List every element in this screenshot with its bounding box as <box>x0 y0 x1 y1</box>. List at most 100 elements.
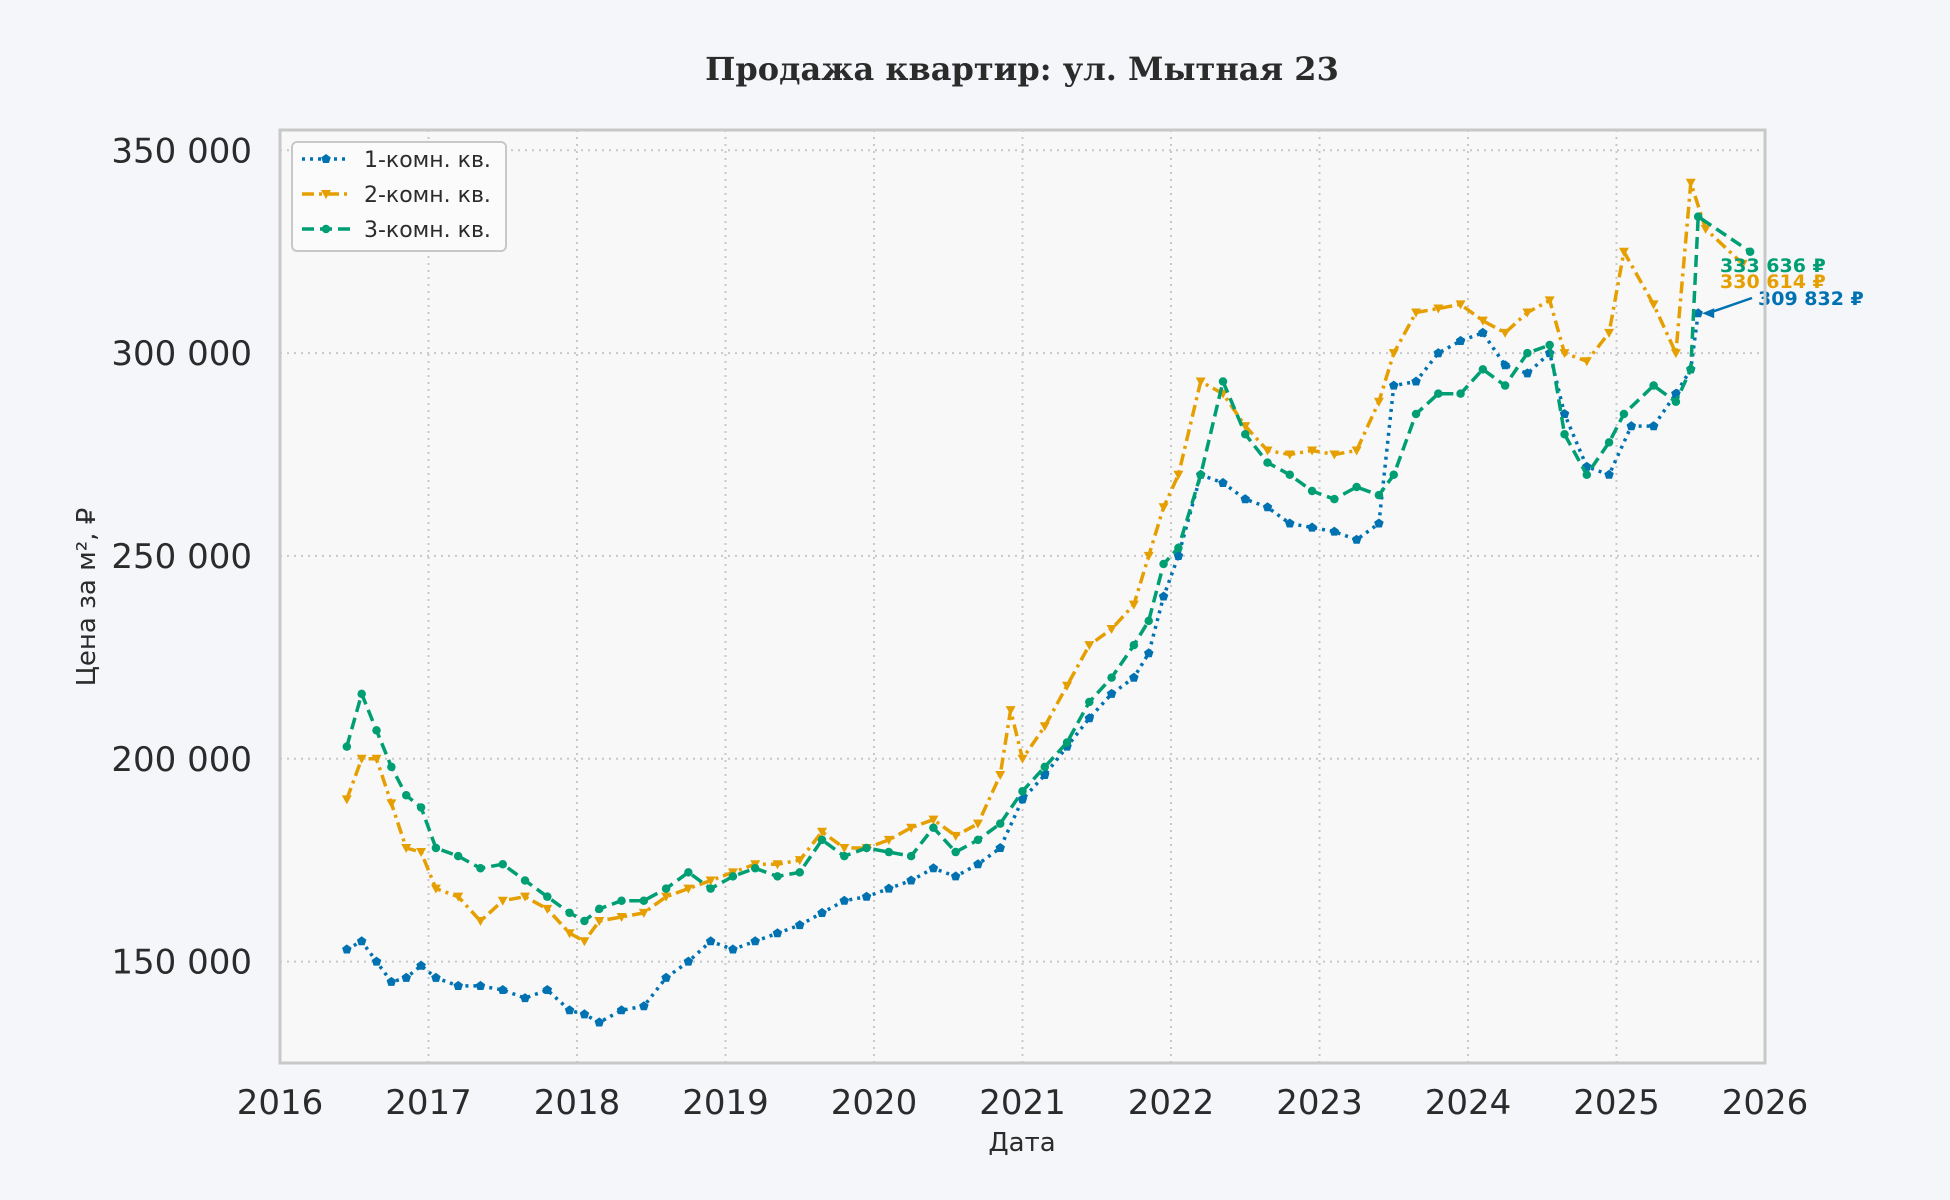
data-point <box>1619 409 1629 419</box>
data-point <box>1455 300 1466 310</box>
data-point <box>1374 490 1384 500</box>
x-tick-label: 2018 <box>534 1083 621 1123</box>
data-point <box>1284 450 1295 460</box>
data-point <box>386 799 397 809</box>
data-point <box>1456 389 1465 398</box>
data-point <box>1285 470 1295 480</box>
data-point <box>453 851 463 861</box>
data-point <box>1218 377 1228 386</box>
data-point <box>1604 438 1614 447</box>
data-point <box>906 875 916 885</box>
data-point <box>794 856 805 866</box>
data-point <box>1040 770 1050 779</box>
data-point <box>995 843 1005 852</box>
data-point <box>1195 377 1206 387</box>
x-tick-label: 2020 <box>831 1083 918 1123</box>
data-point <box>705 936 716 946</box>
data-point <box>1307 446 1318 456</box>
data-point <box>1626 421 1637 431</box>
data-point <box>1388 349 1399 359</box>
data-point <box>564 929 575 939</box>
data-point <box>453 980 463 990</box>
data-point <box>995 770 1006 780</box>
data-point <box>1582 470 1592 480</box>
data-point <box>1106 624 1117 634</box>
data-point <box>401 844 412 854</box>
data-point <box>1373 397 1384 407</box>
data-point <box>795 920 805 930</box>
data-point <box>995 819 1005 828</box>
data-point <box>705 876 716 886</box>
data-point <box>1500 328 1511 338</box>
data-point <box>401 791 411 800</box>
data-point <box>950 831 961 841</box>
data-point <box>356 936 367 946</box>
data-point <box>1039 722 1050 732</box>
data-point <box>1522 368 1533 378</box>
data-point <box>1329 450 1340 460</box>
data-point <box>684 868 693 877</box>
data-point <box>1649 381 1658 390</box>
legend-item: 3-комн. кв. <box>302 218 491 243</box>
data-point <box>579 1009 590 1019</box>
data-point <box>929 823 938 832</box>
data-point <box>1522 308 1533 318</box>
annotation-label: 309 832 ₽ <box>1758 288 1864 310</box>
data-point <box>431 972 441 982</box>
data-point <box>1560 429 1569 439</box>
data-point <box>1062 681 1073 691</box>
data-point <box>1545 340 1554 350</box>
y-tick-label: 200 000 <box>111 740 252 780</box>
data-point <box>861 891 872 901</box>
legend-box <box>291 141 507 252</box>
data-point <box>498 859 507 869</box>
data-point <box>661 884 671 893</box>
data-point <box>580 916 589 926</box>
legend: 1-комн. кв. 2-комн. кв. 3-комн. кв. <box>291 141 507 252</box>
data-point <box>884 847 894 857</box>
data-point <box>431 843 441 853</box>
data-point <box>639 896 649 905</box>
data-point <box>1241 429 1250 439</box>
data-point <box>638 908 649 918</box>
data-point <box>750 864 760 873</box>
data-point <box>1411 308 1422 318</box>
data-point <box>416 848 427 858</box>
data-point <box>840 851 849 861</box>
data-point <box>1158 503 1169 513</box>
data-point <box>839 895 850 905</box>
data-point <box>1351 534 1362 544</box>
data-point <box>1040 762 1050 772</box>
data-point <box>1433 348 1444 358</box>
legend-item: 2-комн. кв. <box>302 183 491 208</box>
data-point <box>883 835 894 845</box>
data-point <box>616 1005 627 1015</box>
plot-area <box>280 130 1765 1063</box>
data-point <box>1143 551 1154 561</box>
data-point <box>1005 706 1016 716</box>
data-point <box>1240 494 1250 504</box>
annotation-arrowhead <box>1702 308 1715 319</box>
data-point <box>1128 600 1139 610</box>
data-point <box>1351 446 1362 456</box>
data-point <box>1745 247 1755 256</box>
y-tick-label: 350 000 <box>111 131 252 171</box>
data-point <box>1062 738 1072 747</box>
data-point <box>1693 212 1703 221</box>
legend-label: 3-комн. кв. <box>364 218 491 243</box>
data-point <box>862 843 871 853</box>
data-point <box>342 944 352 954</box>
x-tick-label: 2021 <box>979 1083 1066 1123</box>
legend-label: 2-комн. кв. <box>364 183 491 208</box>
data-point <box>1433 304 1444 314</box>
data-point <box>839 844 850 854</box>
data-point <box>616 912 627 922</box>
data-point <box>1581 357 1592 367</box>
data-point <box>728 944 738 954</box>
series-line <box>345 214 1752 923</box>
data-point <box>1500 360 1510 370</box>
data-point <box>520 876 530 885</box>
data-point <box>357 689 366 699</box>
data-point <box>1084 641 1095 651</box>
